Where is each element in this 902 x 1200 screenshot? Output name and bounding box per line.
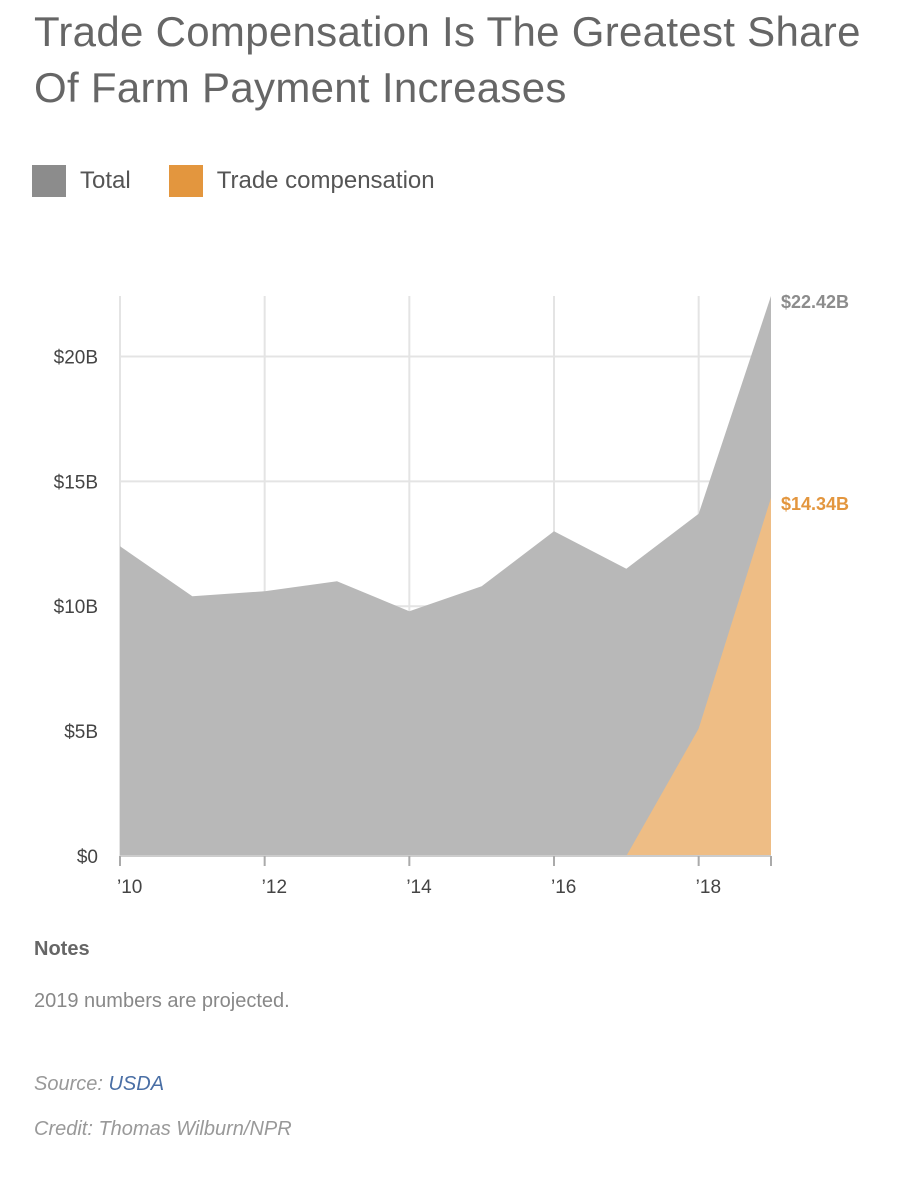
y-tick-label-0: $0	[77, 847, 98, 868]
chart-title: Trade Compensation Is The Greatest Share…	[34, 8, 861, 111]
end-label-trade: $14.34B	[781, 494, 849, 514]
legend-item-total: Total	[32, 165, 131, 197]
y-tick-label-3: $15B	[54, 472, 98, 493]
x-tick-label-0: ’10	[117, 877, 142, 898]
legend-item-trade: Trade compensation	[168, 165, 435, 197]
notes-heading: Notes	[34, 938, 90, 960]
y-tick-label-2: $10B	[54, 597, 98, 618]
area-trade-compensation	[120, 497, 771, 856]
legend-swatch-trade	[168, 165, 203, 197]
x-tick-label-2: ’14	[406, 877, 432, 898]
credit-line: Credit: Thomas Wilburn/NPR	[34, 1118, 292, 1140]
legend-swatch-total	[32, 165, 66, 197]
source-prefix: Source:	[34, 1073, 109, 1095]
x-tick-label-4: ’18	[696, 877, 721, 898]
end-label-total: $22.42B	[781, 292, 849, 312]
x-tick-label-1: ’12	[262, 877, 287, 898]
y-tick-label-1: $5B	[64, 722, 98, 743]
x-tick-label-3: ’16	[551, 877, 576, 898]
legend: Total Trade compensation	[32, 165, 473, 197]
y-tick-label-4: $20B	[54, 347, 98, 368]
source-line: Source: USDA	[34, 1073, 164, 1096]
source-link[interactable]: USDA	[108, 1073, 165, 1095]
area-chart: $0 $5B $10B $15B $20B ’10 ’12 ’14 ’16 ’18 $22.42B $…	[54, 292, 849, 898]
legend-label-trade: Trade compensation	[216, 167, 435, 194]
legend-label-total: Total	[80, 167, 131, 194]
notes-text: 2019 numbers are projected.	[34, 990, 290, 1012]
area-total	[120, 296, 771, 856]
